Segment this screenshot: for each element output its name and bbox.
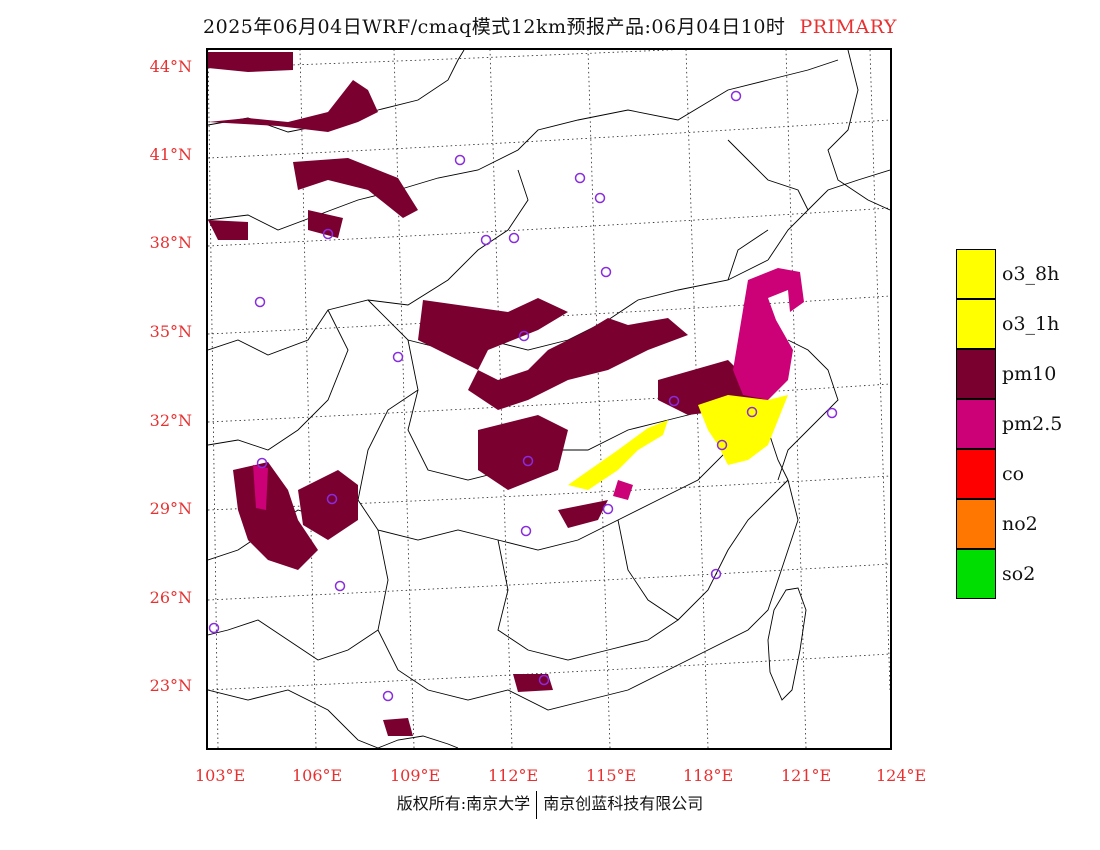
pm10-region [308,210,343,238]
station-marker[interactable] [480,234,492,246]
lon-label: 112°E [488,766,539,785]
lon-label: 106°E [292,766,343,785]
station-marker[interactable] [522,455,534,467]
station-marker[interactable] [382,690,394,702]
pm10-region [298,470,358,540]
copyright-footer: 版权所有:南京大学 南京创蓝科技有限公司 [0,790,1100,819]
lon-label: 115°E [586,766,637,785]
pm10-region [418,298,688,410]
legend-label: pm2.5 [1002,413,1063,435]
station-marker[interactable] [254,296,266,308]
footer-left: 版权所有:南京大学 [396,794,531,813]
pm10-region [208,80,378,132]
station-marker[interactable] [326,493,338,505]
legend-swatch [956,349,996,399]
pm25-region [733,268,804,400]
legend-swatch [956,499,996,549]
o3-region [698,395,788,465]
lon-label: 121°E [781,766,832,785]
pm10-region [233,462,318,570]
lat-label: 41°N [149,145,192,164]
title-tag: PRIMARY [799,16,897,38]
footer-right: 南京创蓝科技有限公司 [543,794,704,813]
legend-label: no2 [1002,513,1038,535]
station-marker[interactable] [520,525,532,537]
o3-region [568,420,668,490]
station-marker[interactable] [594,192,606,204]
station-marker[interactable] [538,674,550,686]
station-marker[interactable] [730,90,742,102]
station-marker[interactable] [256,457,268,469]
legend-label: co [1002,463,1025,485]
pm10-region [293,158,418,218]
legend-swatch [956,399,996,449]
pollution-map[interactable] [206,48,892,750]
lat-label: 32°N [149,411,192,430]
pm10-region [383,718,413,736]
station-marker[interactable] [208,622,220,634]
station-marker[interactable] [600,266,612,278]
station-marker[interactable] [710,568,722,580]
lat-label: 44°N [149,57,192,76]
pm10-region [513,674,553,692]
legend-swatch [956,449,996,499]
pm10-region [208,220,248,240]
legend-swatch [956,299,996,349]
map-title: 2025年06月04日WRF/cmaq模式12km预报产品:06月04日10时 P… [0,12,1100,39]
lat-label: 23°N [149,676,192,695]
station-marker[interactable] [602,503,614,515]
pollution-fields [208,52,838,736]
lat-label: 29°N [149,499,192,518]
station-marker[interactable] [518,330,530,342]
lon-label: 103°E [195,766,246,785]
pm25-region [253,465,268,510]
station-marker[interactable] [322,228,334,240]
station-marker[interactable] [334,580,346,592]
legend-label: pm10 [1002,363,1057,385]
pm25-region [613,480,633,500]
station-marker[interactable] [392,351,404,363]
lon-label: 109°E [390,766,441,785]
lon-label: 118°E [683,766,734,785]
legend-swatch [956,549,996,599]
lat-label: 26°N [149,588,192,607]
pm10-region [208,52,293,72]
footer-divider [536,790,538,819]
legend-label: so2 [1002,563,1036,585]
legend-label: o3_8h [1002,263,1060,285]
lat-label: 38°N [149,233,192,252]
station-marker[interactable] [668,395,680,407]
station-marker[interactable] [508,232,520,244]
lat-label: 35°N [149,322,192,341]
station-marker[interactable] [454,154,466,166]
lon-label: 124°E [876,766,927,785]
station-marker[interactable] [746,406,758,418]
station-marker[interactable] [574,172,586,184]
legend-swatch [956,249,996,299]
title-text: 2025年06月04日WRF/cmaq模式12km预报产品:06月04日10时 [203,16,786,38]
pm10-region [478,415,568,490]
legend-label: o3_1h [1002,313,1060,335]
pm10-region [558,500,608,528]
station-marker[interactable] [826,407,838,419]
station-marker[interactable] [716,439,728,451]
